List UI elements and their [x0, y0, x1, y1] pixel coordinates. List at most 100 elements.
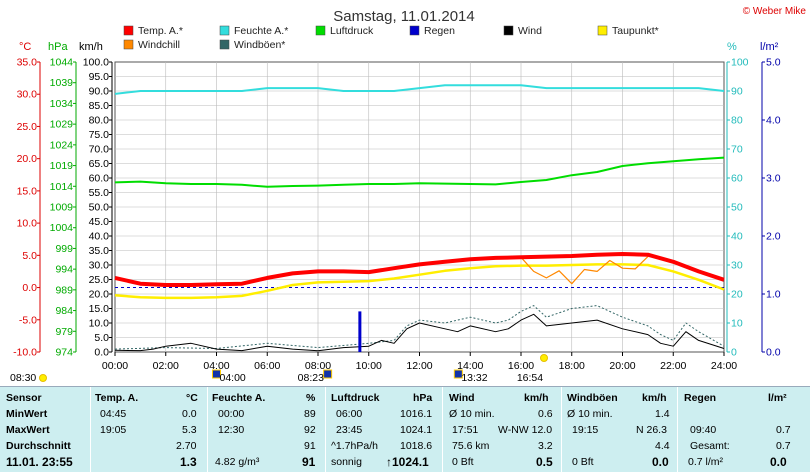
series-line-feuchtea	[114, 84, 725, 95]
summary-table: Sensor MinWert MaxWert Durchschnitt 11.0…	[0, 386, 810, 472]
humidity-axis-tick-label: 10	[731, 318, 743, 330]
pressure-axis-tick-label: 999	[55, 243, 73, 255]
legend-label: Taupunkt*	[612, 25, 659, 37]
legend-swatch	[409, 25, 420, 36]
temp-axis-tick-label: 15.0	[17, 185, 38, 197]
humidity-axis-tick-label: 20	[731, 289, 743, 301]
rain-axis-tick-label: 3.0	[766, 173, 781, 185]
wind-max: W-NW 12.0	[498, 424, 553, 436]
temp-max: 5.3	[182, 424, 197, 436]
wind-axis-tick-label: 90.0	[89, 86, 110, 98]
temp-axis-tick-label: -10.0	[13, 347, 37, 359]
series-line-luftdruck	[114, 156, 725, 188]
wind-axis-tick-label: 95.0	[89, 71, 110, 83]
rain-unit: l/m²	[768, 392, 787, 404]
time-marker-label: 16:54	[517, 372, 543, 384]
x-tick-label: 14:00	[457, 360, 483, 372]
pressure-axis-tick-label: 1044	[50, 57, 74, 69]
gust-header: Windböen	[567, 392, 618, 404]
temp-axis-tick-label: 35.0	[17, 57, 38, 69]
legend-swatch	[219, 39, 230, 50]
humidity-current: 91	[302, 455, 316, 469]
wind-axis-tick-label: 65.0	[89, 158, 110, 170]
rain-axis-label: l/m²	[760, 41, 779, 53]
temp-max-time: 19:05	[100, 424, 127, 436]
humidity-axis-tick-label: 50	[731, 202, 743, 214]
row-label-min: MinWert	[6, 408, 48, 420]
legend-swatch	[503, 25, 514, 36]
legend-label: Luftdruck	[330, 25, 374, 37]
pressure-axis-tick-label: 1014	[50, 181, 74, 193]
humidity-max: 92	[304, 424, 316, 436]
chart-title: Samstag, 11.01.2014	[333, 8, 475, 25]
temp-axis-tick-label: -5.0	[19, 314, 37, 326]
credit-label: © Weber Mike	[743, 6, 807, 17]
x-tick-label: 12:00	[406, 360, 432, 372]
gust-unit: km/h	[642, 392, 667, 404]
wind-distance: 75.6 km	[452, 440, 490, 452]
humidity-header: Feuchte A.	[212, 392, 266, 404]
pressure-axis-tick-label: 1039	[50, 77, 74, 89]
legend-swatch	[219, 25, 230, 36]
time-markers: 08:30 04:00 08:23 13:32 16:54	[10, 354, 548, 384]
pressure-axis-tick-label: 994	[55, 264, 73, 276]
wind-header: Wind	[449, 392, 475, 404]
pressure-min-time: 06:00	[336, 408, 363, 420]
gust-avg: 4.4	[655, 440, 670, 452]
moon-icon	[323, 369, 333, 379]
wind-axis-tick-label: 5.0	[94, 332, 109, 344]
pressure-max: 1024.1	[400, 424, 433, 436]
gust-current: 0.0	[652, 455, 669, 469]
wind-axis-tick-label: 70.0	[89, 144, 110, 156]
temp-axis-tick-label: 5.0	[22, 250, 37, 262]
pressure-axis-tick-label: 979	[55, 326, 73, 338]
x-tick-label: 24:00	[711, 360, 737, 372]
rain-axis-tick-label: 2.0	[766, 231, 781, 243]
legend-label: Temp. A.*	[138, 25, 183, 37]
rain-axis-tick-label: 0.0	[766, 347, 781, 359]
temp-axis-tick-label: 10.0	[17, 218, 38, 230]
time-marker-label: 08:23	[298, 372, 324, 384]
legend-label: Feuchte A.*	[234, 25, 288, 37]
wind-axis-tick-label: 30.0	[89, 260, 110, 272]
temp-axis-tick-label: 0.0	[22, 282, 37, 294]
legend-label: Wind	[518, 25, 542, 37]
pressure-forecast: sonnig	[331, 456, 362, 468]
x-tick-label: 20:00	[609, 360, 635, 372]
wind-avg: 3.2	[538, 440, 553, 452]
wind-axis-tick-label: 85.0	[89, 100, 110, 112]
rain-bar	[358, 311, 362, 352]
plot-area	[114, 84, 725, 352]
pressure-current: ↑1024.1	[386, 455, 429, 469]
legend-label: Regen	[424, 25, 455, 37]
rain-axis-tick-label: 1.0	[766, 289, 781, 301]
wind-min-label: Ø 10 min.	[449, 408, 495, 420]
rain-header: Regen	[684, 392, 717, 404]
humidity-axis-tick-label: 40	[731, 231, 743, 243]
humidity-abs: 4.82 g/m³	[215, 456, 260, 468]
wind-axis-tick-label: 40.0	[89, 231, 110, 243]
rain-max: 0.7	[776, 424, 791, 436]
wind-axis-tick-label: 20.0	[89, 289, 110, 301]
pressure-axis-tick-label: 1034	[50, 98, 74, 110]
temp-min: 0.0	[182, 408, 197, 420]
rain-current-rate: 0.7 l/m²	[688, 456, 724, 468]
pressure-axis-tick-label: 1004	[50, 222, 74, 234]
wind-axis-tick-label: 35.0	[89, 245, 110, 257]
time-marker-label: 13:32	[461, 372, 487, 384]
wind-axis-tick-label: 0.0	[94, 347, 109, 359]
humidity-min: 89	[304, 408, 316, 420]
temp-min-time: 04:45	[100, 408, 127, 420]
rain-current: 0.0	[770, 455, 787, 469]
humidity-axis-tick-label: 80	[731, 115, 743, 127]
temp-axis-tick-label: 30.0	[17, 89, 38, 101]
legend-label: Windböen*	[234, 39, 285, 51]
gust-bft: 0 Bft	[572, 456, 594, 468]
series-line-taupunkt	[114, 263, 725, 300]
rain-max-time: 09:40	[690, 424, 717, 436]
temp-axis-tick-label: 20.0	[17, 153, 38, 165]
sun-icon	[39, 374, 47, 382]
legend-swatch	[315, 25, 326, 36]
pressure-trend: ^1.7hPa/h	[331, 440, 378, 452]
humidity-unit: %	[306, 392, 316, 404]
